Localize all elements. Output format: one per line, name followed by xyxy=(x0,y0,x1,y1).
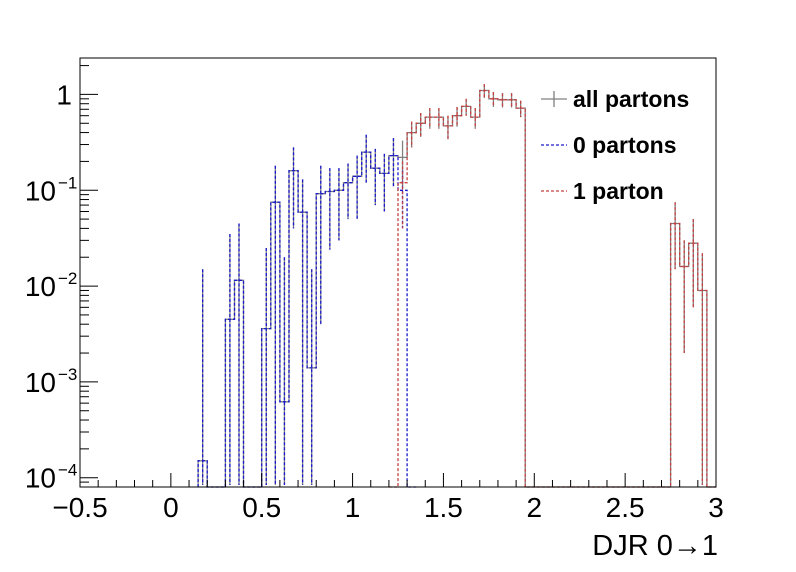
legend-label: all partons xyxy=(573,86,689,112)
series-1-parton xyxy=(388,84,716,488)
legend-label: 1 parton xyxy=(573,178,664,204)
y-tick-label: 10 xyxy=(25,463,56,494)
plot-frame xyxy=(79,57,717,488)
legend-entry: all partons xyxy=(541,86,689,112)
legend: all partons 0 partons 1 parton xyxy=(541,86,689,204)
y-tick-label: 1 xyxy=(56,79,72,110)
x-tick-label: 3 xyxy=(708,492,724,523)
legend-entry: 0 partons xyxy=(541,132,677,158)
y-tick-label: 10 xyxy=(25,175,56,206)
y-tick-exponent: −1 xyxy=(58,173,77,192)
x-tick-label: 1.5 xyxy=(424,492,463,523)
x-tick-label: 2 xyxy=(526,492,542,523)
legend-label: 0 partons xyxy=(573,132,677,158)
series-step-line xyxy=(197,151,417,488)
series-step-line xyxy=(388,89,716,488)
y-tick-label: 10 xyxy=(25,367,56,398)
x-tick-label: 2.5 xyxy=(606,492,645,523)
x-tick-label: 1 xyxy=(345,492,361,523)
series-0-partons xyxy=(197,134,417,488)
series-layer xyxy=(197,84,716,488)
x-axis-label: DJR 0→1 xyxy=(592,530,718,562)
axis-layer: −0.5 0 0.5 1 1.5 2 2.5 310 −410 −310 −210 −11 xyxy=(25,65,724,523)
y-tick-label: 10 xyxy=(25,271,56,302)
x-tick-label: 0.5 xyxy=(242,492,281,523)
x-tick-label: −0.5 xyxy=(52,492,107,523)
y-tick-exponent: −2 xyxy=(58,269,77,288)
x-tick-label: 0 xyxy=(163,492,179,523)
y-tick-exponent: −4 xyxy=(58,461,77,480)
y-tick-exponent: −3 xyxy=(58,365,77,384)
legend-entry: 1 parton xyxy=(541,178,664,204)
